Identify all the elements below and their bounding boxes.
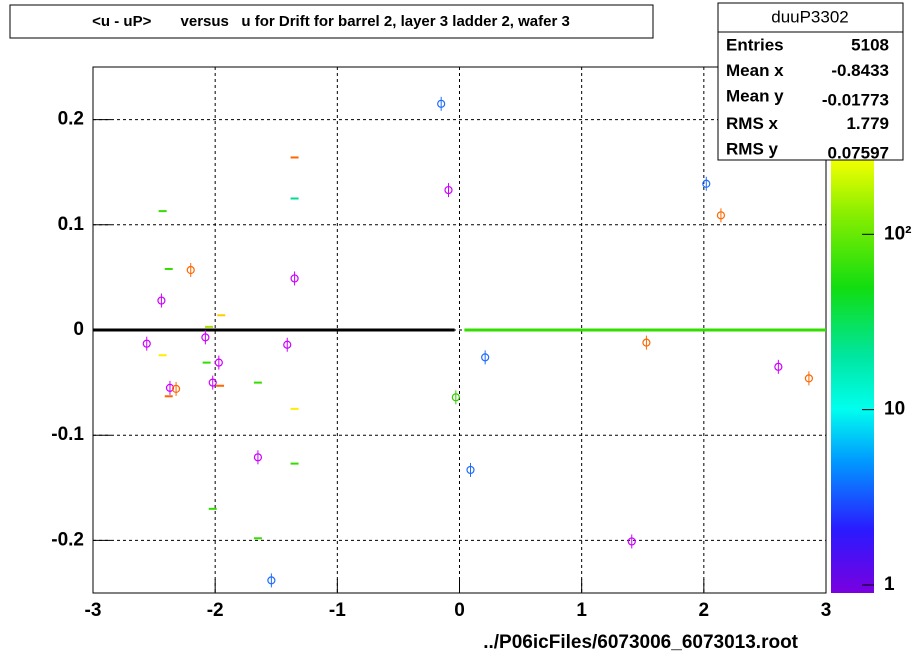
marker: [290, 274, 299, 283]
x-axis-label: ../P06icFiles/6073006_6073013.root: [483, 632, 798, 653]
x-tick-label: 0: [454, 600, 465, 621]
x-tick-label: 1: [576, 600, 587, 621]
marker: [716, 211, 726, 220]
marker: [627, 537, 636, 546]
marker: [774, 362, 783, 371]
stats-frame: [717, 2, 904, 161]
stats-value: -0.8433: [831, 61, 889, 80]
y-tick-label: 0: [73, 319, 84, 340]
y-tick-label: 0.2: [58, 109, 84, 130]
marker: [283, 340, 292, 349]
marker: [451, 393, 460, 402]
marker: [702, 179, 711, 188]
marker: [466, 465, 475, 475]
x-tick-label: 2: [699, 600, 710, 621]
x-tick-label: 3: [821, 600, 832, 621]
z-tick-label: 10: [884, 399, 905, 420]
marker: [208, 378, 217, 387]
y-tick-label: -0.1: [51, 424, 84, 445]
stats-label: Entries: [726, 35, 784, 54]
stats-label: RMS x: [726, 114, 779, 133]
stats-value: 5108: [851, 35, 889, 54]
marker: [444, 185, 453, 195]
z-tick-label: 1: [884, 574, 895, 595]
x-tick-label: -1: [329, 600, 346, 621]
marker: [142, 339, 151, 348]
stats-title: duuP3302: [771, 7, 849, 26]
marker: [267, 576, 276, 585]
stats-label: Mean y: [726, 86, 784, 105]
marker: [214, 358, 223, 367]
stats-label: RMS y: [726, 139, 779, 158]
stats-value: -0.01773: [822, 90, 889, 109]
z-tick-label: 10²: [884, 223, 911, 244]
y-tick-label: 0.1: [58, 214, 85, 235]
title-box: [9, 4, 654, 39]
marker: [201, 333, 210, 342]
stats-value: 0.07597: [828, 143, 889, 162]
y-tick-label: -0.2: [51, 529, 84, 550]
stats-label: Mean x: [726, 61, 784, 80]
marker: [186, 265, 195, 275]
stats-box: duuP3302 Entries 5108 Mean x -0.8433 Mean y -…: [717, 2, 904, 162]
marker: [642, 338, 651, 347]
chart-title: <u - uP> versus u for Drift for barrel 2…: [92, 13, 570, 30]
marker: [157, 296, 166, 305]
marker: [171, 384, 181, 394]
marker: [481, 353, 490, 362]
marker: [804, 374, 813, 383]
marker: [437, 99, 446, 108]
x-tick-label: -2: [207, 600, 224, 621]
stats-value: 1.779: [846, 114, 889, 133]
x-tick-label: -3: [85, 600, 102, 621]
marker: [165, 383, 175, 392]
marker: [253, 453, 263, 462]
